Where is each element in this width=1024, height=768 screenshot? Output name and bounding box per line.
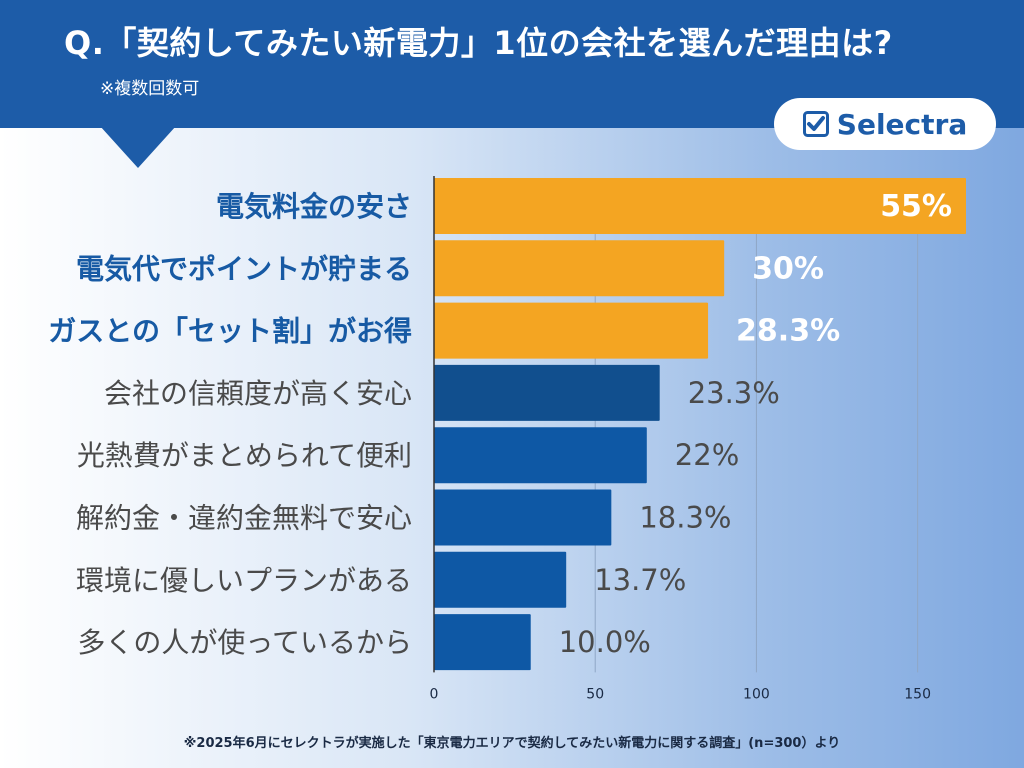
x-tick-label-1: 50: [586, 686, 604, 702]
checkbox-check-icon: [802, 111, 829, 137]
brand-name: Selectra: [836, 107, 968, 141]
bar-0: [434, 178, 966, 234]
brand-logo: Selectra: [774, 98, 996, 150]
category-label-0: 電気料金の安さ: [216, 190, 412, 223]
bar-4: [434, 427, 647, 484]
category-label-6: 環境に優しいプランがある: [76, 564, 412, 597]
x-tick-label-2: 100: [743, 686, 770, 702]
category-label-2: ガスとの「セット割」がお得: [48, 315, 412, 348]
category-label-3: 会社の信頼度が高く安心: [104, 377, 412, 410]
data-label-6: 13.7%: [594, 563, 686, 597]
data-label-0: 55%: [880, 189, 952, 224]
category-label-4: 光熱費がまとめられて便利: [77, 439, 412, 472]
data-label-7: 10.0%: [559, 625, 651, 659]
data-label-5: 18.3%: [639, 501, 731, 535]
bar-2: [434, 302, 709, 359]
data-label-4: 22%: [675, 438, 739, 472]
page-title: Q.「契約してみたい新電力」1位の会社を選んだ理由は?: [64, 24, 893, 62]
x-tick-label-3: 150: [904, 686, 931, 702]
bar-6: [434, 551, 567, 608]
bar-5: [434, 489, 612, 546]
page-subtitle: ※複数回数可: [100, 79, 200, 99]
category-label-1: 電気代でポイントが貯まる: [76, 252, 412, 285]
footnote: ※2025年6月にセレクトラが実施した「東京電力エリアで契約してみたい新電力に関…: [183, 736, 841, 751]
category-label-5: 解約金・違約金無料で安心: [76, 502, 412, 535]
banner-pointer: [100, 126, 176, 168]
data-label-3: 23.3%: [688, 376, 780, 410]
bar-3: [434, 364, 660, 421]
bar-7: [434, 614, 531, 671]
x-tick-label-0: 0: [430, 686, 439, 702]
category-label-7: 多くの人が使っているから: [77, 626, 412, 659]
data-label-2: 28.3%: [736, 314, 840, 349]
data-label-1: 30%: [752, 251, 824, 286]
bar-1: [434, 240, 725, 297]
